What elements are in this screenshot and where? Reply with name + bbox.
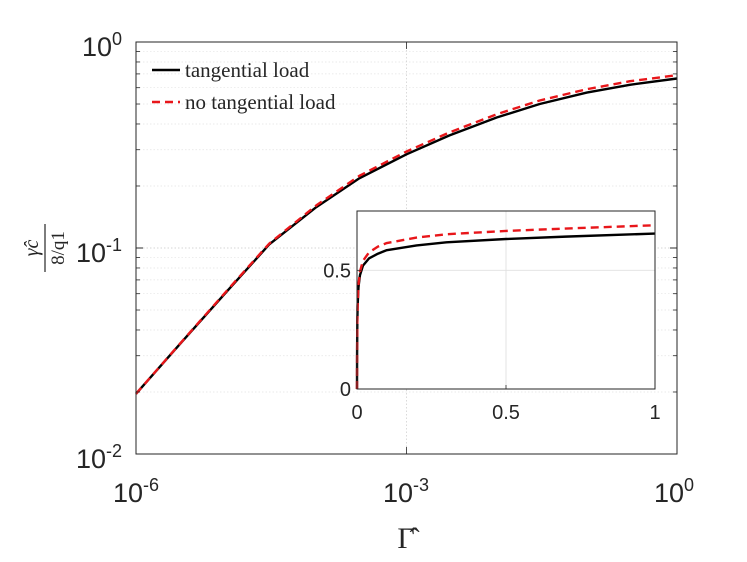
inset-x-tick-label: 0.5 (492, 402, 520, 424)
inset-y-tick-label: 0.5 (323, 260, 351, 282)
inset-labels: 0 0.5 1 0 0.5 (323, 260, 660, 424)
inset-x-tick-label: 1 (649, 402, 660, 424)
inset-axes: 0 0.5 1 0 0.5 (323, 210, 661, 424)
x-tick-label-right: 100 (654, 475, 694, 508)
y-tick-label-top: 100 (82, 29, 122, 62)
legend-label-tangential-load: tangential load (185, 58, 310, 82)
legend: tangential load no tangential load (152, 58, 336, 114)
inset-x-tick-label: 0 (351, 402, 362, 424)
y-tick-label-middle: 10-1 (76, 235, 122, 268)
inset-grid (357, 211, 655, 389)
legend-label-no-tangential-load: no tangential load (185, 90, 336, 114)
inset-y-tick-label: 0 (340, 379, 351, 401)
inset-ticks (356, 269, 656, 390)
y-axis-label-numerator: γ̂c (21, 240, 43, 257)
main-series-line-no-tangential-load (135, 74, 678, 395)
x-tick-label-left: 10-6 (113, 475, 159, 508)
main-ticks (135, 41, 678, 455)
x-tick-label-middle: 10-3 (383, 475, 429, 508)
x-axis-label: Γ̂ (397, 522, 419, 555)
y-tick-label-bottom: 10-2 (76, 441, 122, 474)
main-series (135, 74, 678, 395)
y-axis-label: γ̂c 8/q1 (21, 224, 69, 272)
y-axis-label-denominator: 8/q1 (48, 231, 69, 265)
